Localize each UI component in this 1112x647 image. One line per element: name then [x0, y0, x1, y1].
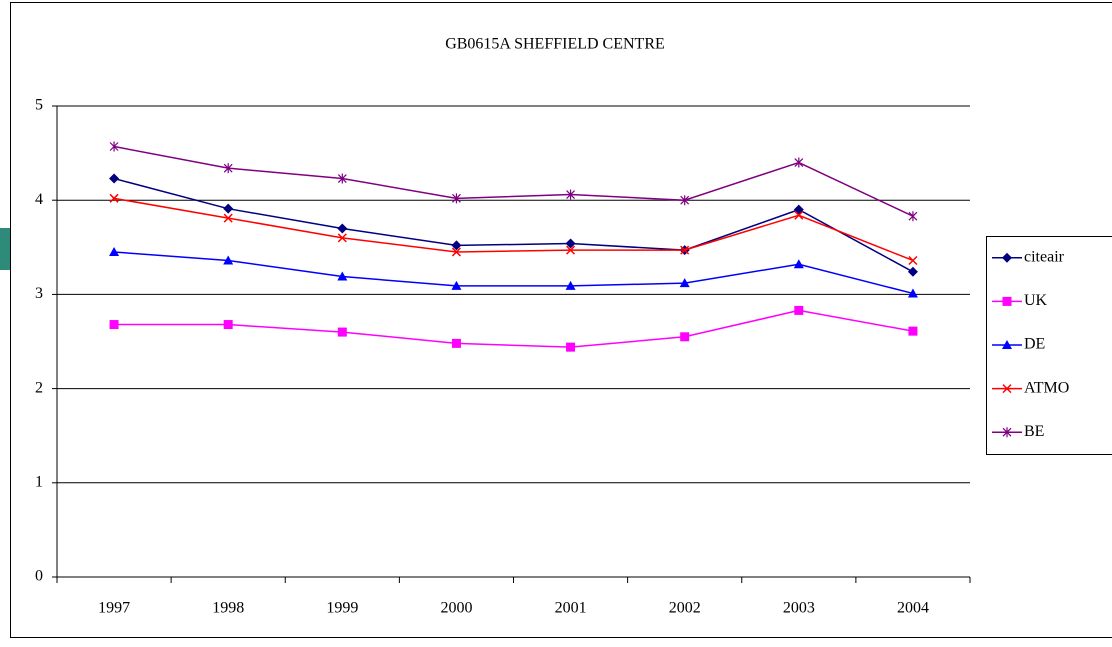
x-tick-label: 2000 — [440, 600, 472, 617]
y-tick-label: 4 — [35, 191, 43, 208]
x-tick-label: 1999 — [326, 600, 358, 617]
side-tab — [0, 228, 10, 270]
legend-label: citeair — [1024, 248, 1065, 265]
legend-label: BE — [1024, 423, 1044, 440]
legend-label: ATMO — [1024, 379, 1069, 396]
y-tick-label: 2 — [35, 379, 43, 396]
marker — [908, 327, 917, 336]
y-tick-label: 5 — [35, 97, 43, 114]
chart-border — [11, 3, 1112, 638]
x-tick-label: 2003 — [783, 600, 815, 617]
chart-title: GB0615A SHEFFIELD CENTRE — [445, 36, 665, 53]
x-tick-label: 2002 — [669, 600, 701, 617]
legend-label: UK — [1024, 292, 1048, 309]
y-tick-label: 1 — [35, 473, 43, 490]
x-tick-label: 2004 — [897, 600, 929, 617]
marker — [452, 339, 461, 348]
x-tick-label: 1998 — [212, 600, 244, 617]
marker — [110, 320, 119, 329]
marker — [794, 306, 803, 315]
legend-label: DE — [1024, 336, 1045, 353]
x-tick-label: 2001 — [555, 600, 587, 617]
marker — [224, 320, 233, 329]
legend-marker — [1003, 297, 1012, 306]
x-tick-label: 1997 — [98, 600, 130, 617]
y-tick-label: 3 — [35, 285, 43, 302]
y-tick-label: 0 — [35, 568, 43, 585]
marker — [680, 332, 689, 341]
marker — [566, 343, 575, 352]
marker — [338, 328, 347, 337]
